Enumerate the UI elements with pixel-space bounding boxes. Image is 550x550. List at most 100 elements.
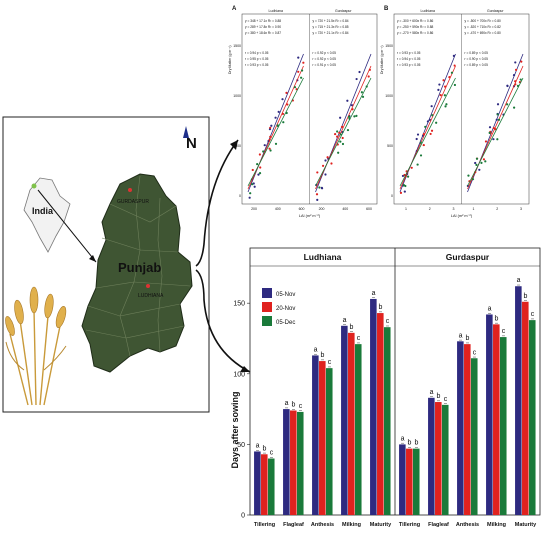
significance-letter: a: [488, 305, 492, 312]
scatter-point: [365, 85, 368, 88]
scatter-point: [435, 121, 438, 124]
x-tick-label: Maturity: [515, 522, 537, 528]
bar: [290, 410, 297, 515]
y-tick-label: 0: [241, 513, 245, 520]
scatter-point: [350, 104, 354, 107]
scatter-point: [406, 175, 410, 178]
scatter-point: [496, 138, 499, 141]
scatter-x-tick: 600: [299, 207, 305, 211]
regression-line: [315, 77, 372, 187]
gurdaspur-marker: [128, 188, 132, 192]
scatter-x-tick: 3: [453, 207, 455, 211]
scatter-point: [285, 91, 288, 94]
scatter-point: [282, 121, 285, 124]
scatter-point: [471, 178, 475, 181]
bar: [486, 314, 493, 515]
scatter-point: [336, 135, 339, 138]
bar: [283, 409, 290, 515]
scatter-point: [269, 135, 272, 138]
bar: [499, 337, 507, 515]
regression-line: [467, 77, 524, 187]
significance-letter: c: [502, 328, 506, 335]
scatter-x-tick: 400: [342, 207, 348, 211]
map-panel: N India GURDASPUR Punjab LUDHIANA: [2, 116, 210, 413]
scatter-y-tick: 500: [235, 144, 241, 148]
scatter-point: [259, 166, 262, 169]
significance-letter: a: [343, 317, 347, 324]
scatter-point: [422, 143, 425, 147]
significance-letter: a: [459, 332, 463, 339]
scatter-point: [516, 84, 520, 88]
scatter-point: [320, 186, 323, 190]
scatter-point: [492, 126, 495, 130]
bar: [267, 458, 275, 515]
significance-letter: a: [430, 389, 434, 396]
scatter-point: [367, 75, 370, 78]
scatter-facet-label: Gurdaspur: [335, 9, 352, 13]
scatter-point: [422, 133, 425, 136]
scatter-y-label: Dry Matter (g m⁻²): [228, 46, 232, 75]
scatter-point: [506, 103, 509, 106]
scatter-point: [276, 124, 279, 127]
scatter-point: [496, 103, 500, 106]
x-tick-label: Tillering: [399, 522, 420, 528]
scatter-point: [263, 144, 266, 147]
y-tick-label: 150: [233, 301, 245, 308]
scatter-point: [339, 133, 342, 136]
x-tick-label: Anthesis: [311, 522, 334, 528]
significance-letter: b: [466, 335, 470, 342]
bar: [435, 402, 442, 515]
map-pointer-line: [37, 189, 97, 263]
arrow-to-scatter: [195, 139, 239, 267]
x-tick-label: Flagleaf: [283, 522, 304, 528]
scatter-point: [281, 112, 285, 116]
scatter-point: [416, 133, 420, 136]
scatter-point: [453, 64, 456, 67]
significance-letter: c: [444, 396, 448, 403]
scatter-point: [399, 191, 403, 194]
punjab-location-marker: [31, 183, 37, 189]
legend-swatch: [262, 316, 272, 326]
scatter-point: [520, 60, 523, 63]
significance-letter: c: [328, 359, 332, 366]
regression-line: [247, 77, 304, 187]
significance-letter: b: [524, 293, 528, 300]
significance-letter: c: [270, 450, 274, 457]
scatter-point: [324, 159, 327, 162]
scatter-point: [348, 117, 351, 120]
regression-equation: y = -270 + 580x R² = 0.86: [397, 31, 433, 35]
regression-equation: y = 715 + 21.3x R² = 0.85: [313, 25, 349, 29]
scatter-point: [316, 171, 319, 174]
scatter-y-tick: 0: [239, 194, 241, 198]
scatter-point: [297, 70, 300, 73]
scatter-point: [269, 149, 272, 152]
bar: [312, 355, 319, 515]
correlation-label: r = 0.94 p < 0.05: [245, 51, 269, 55]
scatter-point: [452, 54, 455, 57]
scatter-point: [513, 106, 516, 109]
bar: [470, 358, 478, 515]
scatter-point: [251, 168, 254, 172]
scatter-point: [269, 126, 272, 129]
significance-letter: b: [321, 352, 325, 359]
regression-equation: y = -470 + 690x R² = 0.80: [465, 31, 501, 35]
scatter-y-tick: 500: [387, 144, 393, 148]
scatter-point: [248, 196, 251, 199]
scatter-point: [253, 185, 256, 188]
scatter-point: [268, 147, 271, 150]
correlation-label: r = 0.94 p < 0.05: [397, 57, 421, 61]
scatter-point: [512, 74, 516, 77]
scatter-point: [324, 173, 327, 176]
scatter-point: [419, 141, 422, 144]
scatter-point: [448, 76, 451, 79]
scatter-point: [270, 124, 273, 127]
panel-letter: A: [232, 6, 237, 12]
correlation-label: r = 0.92 p < 0.05: [313, 51, 337, 55]
scatter-y-tick: 1500: [385, 44, 393, 48]
scatter-facet-label: Ludhiana: [269, 9, 283, 13]
x-tick-label: Maturity: [370, 522, 392, 528]
scatter-point: [334, 132, 337, 136]
scatter-x-tick: 1: [405, 207, 407, 211]
